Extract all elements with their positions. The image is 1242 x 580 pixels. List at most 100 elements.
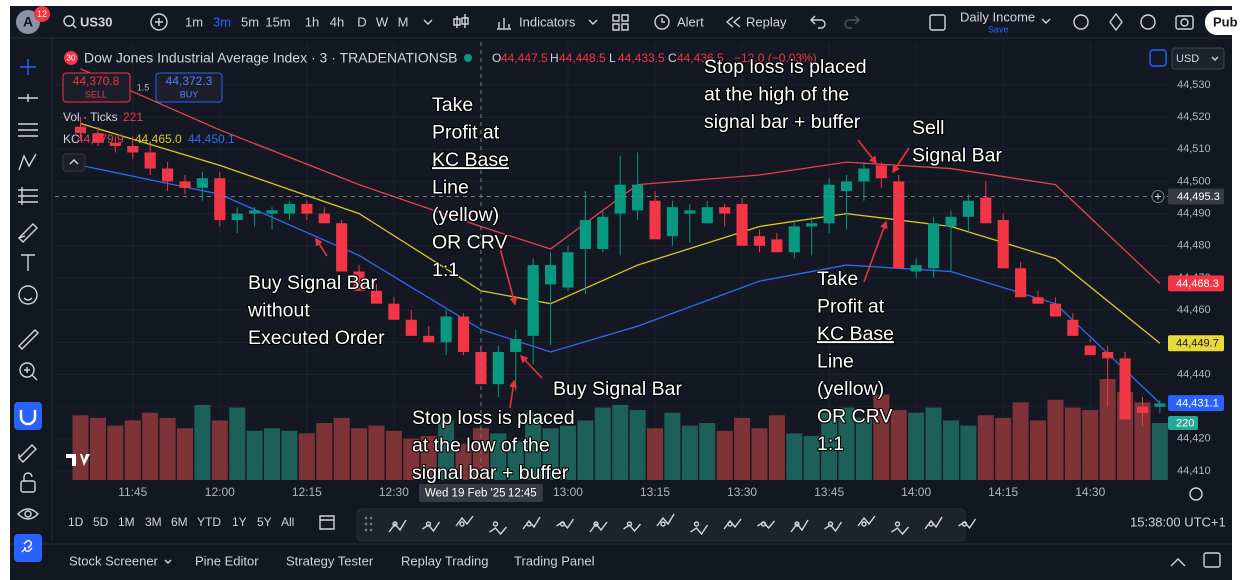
prediction-tool[interactable] [18,187,38,205]
fullscreen-icon[interactable] [1140,14,1156,30]
range-button[interactable]: 1D [68,515,84,529]
interval-button[interactable]: M [398,14,409,29]
volume-bar [229,407,246,480]
avatar[interactable] [16,10,40,34]
quick-search[interactable] [1073,14,1089,30]
interval-button[interactable]: 1m [185,14,203,29]
snapshot-icon[interactable] [1175,15,1194,30]
axis-settings[interactable] [1189,487,1203,501]
indicator-menu[interactable] [588,19,598,25]
volume-bar [647,428,664,480]
layout-name[interactable]: Daily Income [960,9,1035,24]
panel-tab[interactable]: Pine Editor [195,553,259,568]
pattern-tool[interactable] [18,153,37,171]
layout-checkbox[interactable] [929,14,946,31]
range-button[interactable]: 6M [171,515,188,529]
buy-button[interactable] [155,72,223,103]
drawing-tool[interactable] [656,513,675,527]
legend-values: O 44,447.5 H 44,448.5 L 44,433.5 C 44,436.5 44,4… [77,51,724,146]
volume-bar [194,404,211,480]
layout-menu[interactable] [1041,18,1051,24]
panel-tab[interactable]: Strategy Tester [286,553,374,568]
interval-button[interactable]: 5m [241,14,259,29]
replay-button[interactable]: Replay [746,14,787,29]
range-button[interactable]: 1Y [232,515,247,529]
drawing-tool[interactable] [857,515,876,527]
candle-body [266,210,278,214]
alert-button[interactable]: Alert [677,14,704,29]
range-button[interactable]: YTD [197,515,221,529]
lock-tool[interactable] [20,480,36,493]
panel-maximize[interactable] [1203,552,1221,568]
range-button[interactable]: 5D [93,515,109,529]
crosshair-tool[interactable] [20,59,36,75]
range-button[interactable]: 1M [118,515,135,529]
drawing-tool[interactable] [422,521,441,533]
chart-type-icon[interactable] [453,14,469,28]
symbol[interactable]: US30 [80,14,113,29]
drawing-tool[interactable] [589,521,608,533]
panel-tab[interactable]: Replay Trading [401,553,488,568]
collapse-legend[interactable] [62,153,86,172]
fib-tool[interactable] [18,123,38,137]
interval-button[interactable]: 15m [265,14,290,29]
drawing-tool-node [928,521,934,527]
line-tool[interactable] [18,94,38,102]
interval-menu[interactable] [423,19,433,25]
interval-button[interactable]: 4h [330,14,344,29]
drag-handle [364,528,368,532]
candle-body [405,319,417,336]
undo-button[interactable] [810,15,826,29]
brush-tool[interactable] [18,223,38,243]
magnet-tool-active[interactable] [14,402,42,430]
auto-scale[interactable] [1149,49,1167,67]
redo-button[interactable] [844,15,860,29]
top-toolbar: A 12 US30 Indicators Alert Replay Daily … [16,6,1242,35]
layouts-icon[interactable] [612,14,629,31]
text-tool[interactable] [21,254,35,271]
candle-body [127,146,139,153]
indicators-button[interactable]: Indicators [519,14,576,29]
time-axis: 11:45 12:00 12:15 12:30 13:00 13:15 13:30 13:45… [118,485,1105,499]
drawing-tool[interactable] [623,523,642,533]
lock-drawing-tool[interactable] [18,444,37,463]
publish-label: Pub [1213,14,1238,29]
drawing-tool[interactable] [455,515,474,527]
currency-box[interactable] [1171,47,1225,70]
range-button[interactable]: All [281,515,294,529]
range-button[interactable]: 5Y [257,515,272,529]
drag-handle [364,522,368,526]
compare-icon[interactable] [150,13,168,31]
drawing-tool[interactable] [824,521,843,533]
interval-button[interactable]: D [357,14,366,29]
candle-body [423,335,435,343]
interval-button[interactable]: 3m [213,14,231,29]
volume-bar [403,438,420,480]
interval-button[interactable]: W [376,14,389,29]
drawing-tool[interactable] [690,524,709,536]
drawing-tool[interactable] [388,519,407,533]
volume-bar [716,430,733,480]
ruler-tool[interactable] [18,329,39,350]
drawing-tool[interactable] [790,519,809,533]
zoom-tool[interactable] [19,362,35,378]
panel-tab[interactable]: Trading Panel [514,553,595,568]
drawing-tool[interactable] [891,526,910,536]
range-button[interactable]: 3M [145,515,162,529]
panel-collapse[interactable] [1170,558,1186,567]
hide-tool[interactable] [17,508,39,520]
clock: 15:38:00 UTC+1 [1130,514,1226,529]
y-tick-label: 44,410 [1177,465,1211,477]
panel-tab[interactable]: Stock Screener [69,553,159,568]
sell-button[interactable] [62,72,131,103]
volume-bar [298,433,315,480]
icon-tool[interactable] [18,285,38,305]
avatar-letter: A [23,14,33,30]
drawing-tool[interactable] [489,526,508,536]
settings-icon[interactable] [1109,12,1123,32]
publish-button[interactable] [1205,10,1242,35]
goto-date[interactable] [319,515,335,530]
interval-button[interactable]: 1h [305,14,319,29]
crosshair-date: Wed 19 Feb '25 [425,488,506,500]
alert-icon [654,14,670,30]
